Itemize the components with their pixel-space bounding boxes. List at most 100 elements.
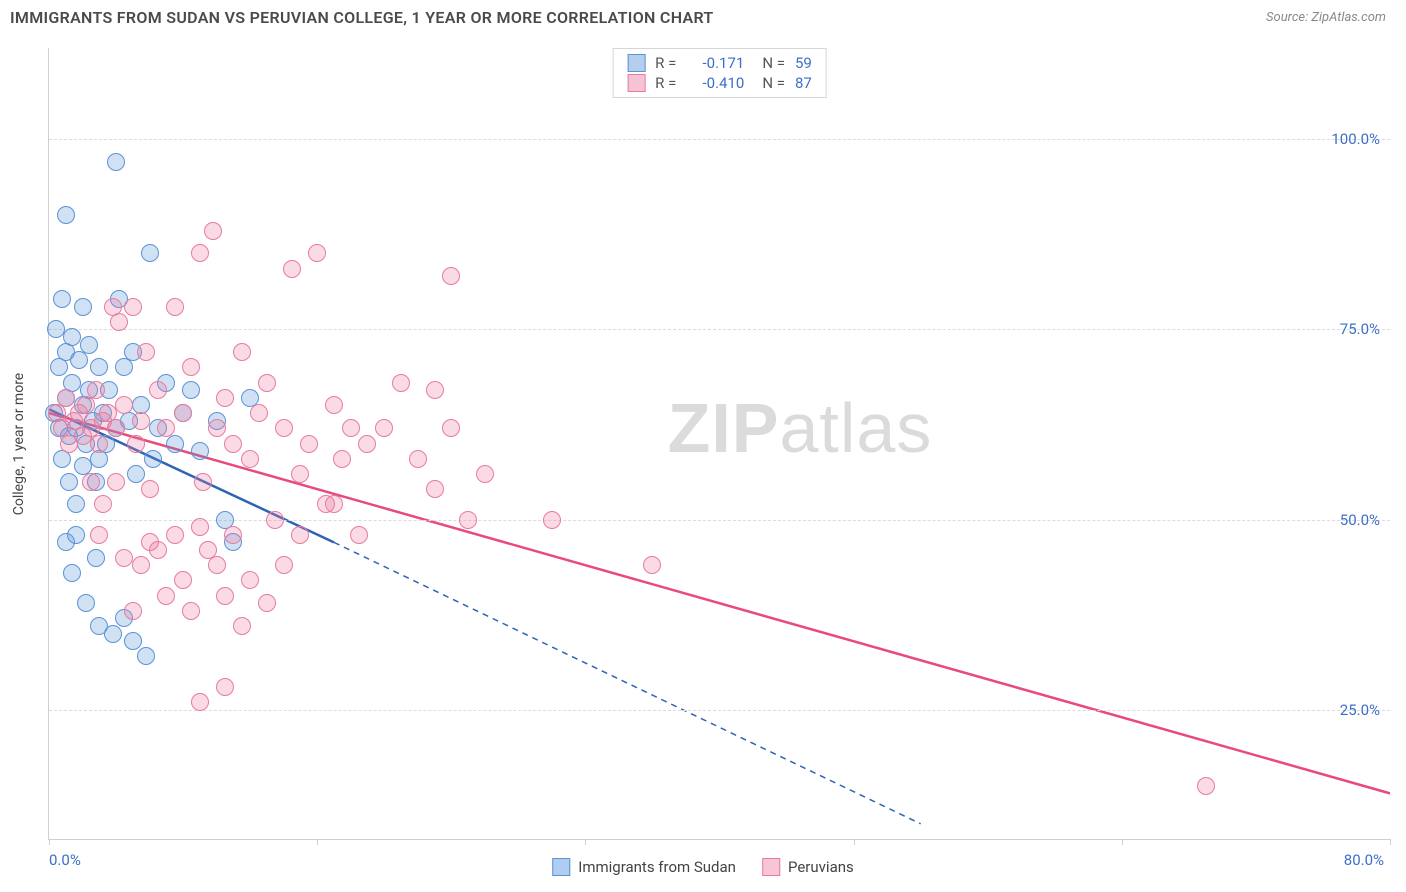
data-point <box>275 556 293 574</box>
r-label: R = <box>655 74 676 92</box>
data-point <box>191 442 209 460</box>
data-point <box>57 206 75 224</box>
data-point <box>137 647 155 665</box>
legend-swatch-icon <box>627 74 645 92</box>
legend-row: R = -0.171 N = 59 <box>627 53 812 73</box>
y-tick-label: 75.0% <box>1340 320 1380 338</box>
data-point <box>87 549 105 567</box>
data-point <box>224 526 242 544</box>
chart-title: IMMIGRANTS FROM SUDAN VS PERUVIAN COLLEG… <box>10 8 714 27</box>
legend-swatch-icon <box>762 858 780 876</box>
data-point <box>60 473 78 491</box>
data-point <box>442 419 460 437</box>
data-point <box>325 396 343 414</box>
data-point <box>174 571 192 589</box>
correlation-legend: R = -0.171 N = 59 R = -0.410 N = 87 <box>612 48 827 98</box>
x-axis-max: 80.0% <box>1344 851 1384 869</box>
r-label: R = <box>655 54 676 72</box>
data-point <box>258 374 276 392</box>
data-point <box>224 435 242 453</box>
data-point <box>90 358 108 376</box>
data-point <box>124 298 142 316</box>
data-point <box>157 419 175 437</box>
data-point <box>115 549 133 567</box>
data-point <box>266 511 284 529</box>
x-tick-mark <box>49 839 50 845</box>
data-point <box>157 587 175 605</box>
data-point <box>392 374 410 392</box>
data-point <box>110 313 128 331</box>
data-point <box>132 412 150 430</box>
y-axis-label: College, 1 year or more <box>11 372 27 514</box>
data-point <box>57 533 75 551</box>
x-tick-mark <box>1122 839 1123 845</box>
y-tick-label: 25.0% <box>1340 701 1380 719</box>
gridline <box>49 139 1390 140</box>
legend-swatch-icon <box>552 858 570 876</box>
data-point <box>63 328 81 346</box>
data-point <box>216 389 234 407</box>
data-point <box>241 450 259 468</box>
data-point <box>182 381 200 399</box>
y-tick-label: 100.0% <box>1331 130 1380 148</box>
data-point <box>67 495 85 513</box>
data-point <box>77 396 95 414</box>
y-tick-label: 50.0% <box>1340 511 1380 529</box>
data-point <box>53 290 71 308</box>
data-point <box>90 435 108 453</box>
data-point <box>141 480 159 498</box>
data-point <box>107 153 125 171</box>
data-point <box>74 298 92 316</box>
data-point <box>375 419 393 437</box>
data-point <box>115 396 133 414</box>
n-label: N = <box>762 54 785 72</box>
x-tick-mark <box>585 839 586 845</box>
x-axis-origin: 0.0% <box>49 851 81 869</box>
data-point <box>57 389 75 407</box>
data-point <box>166 298 184 316</box>
data-point <box>107 473 125 491</box>
data-point <box>333 450 351 468</box>
data-point <box>182 358 200 376</box>
data-point <box>233 343 251 361</box>
r-value: -0.171 <box>686 54 744 72</box>
legend-label: Immigrants from Sudan <box>578 858 736 876</box>
data-point <box>426 480 444 498</box>
legend-row: R = -0.410 N = 87 <box>627 73 812 93</box>
data-point <box>63 564 81 582</box>
data-point <box>208 556 226 574</box>
data-point <box>47 320 65 338</box>
n-label: N = <box>762 74 785 92</box>
series-legend: Immigrants from Sudan Peruvians <box>552 858 854 876</box>
data-point <box>233 617 251 635</box>
legend-item: Peruvians <box>762 858 854 876</box>
data-point <box>124 602 142 620</box>
data-point <box>70 351 88 369</box>
gridline <box>49 329 1390 330</box>
data-point <box>166 435 184 453</box>
x-tick-mark <box>854 839 855 845</box>
data-point <box>442 267 460 285</box>
data-point <box>182 602 200 620</box>
data-point <box>194 473 212 491</box>
data-point <box>216 678 234 696</box>
data-point <box>82 473 100 491</box>
scatter-chart: College, 1 year or more R = -0.171 N = 5… <box>48 48 1390 840</box>
source-attribution: Source: ZipAtlas.com <box>1266 10 1386 25</box>
data-point <box>77 594 95 612</box>
data-point <box>80 336 98 354</box>
data-point <box>87 381 105 399</box>
trend-lines <box>49 48 1390 839</box>
data-point <box>291 526 309 544</box>
gridline <box>49 520 1390 521</box>
data-point <box>308 244 326 262</box>
data-point <box>104 625 122 643</box>
data-point <box>258 594 276 612</box>
data-point <box>543 511 561 529</box>
data-point <box>216 587 234 605</box>
watermark: ZIPatlas <box>668 388 933 468</box>
data-point <box>141 244 159 262</box>
n-value: 59 <box>795 54 812 72</box>
data-point <box>149 541 167 559</box>
data-point <box>174 404 192 422</box>
